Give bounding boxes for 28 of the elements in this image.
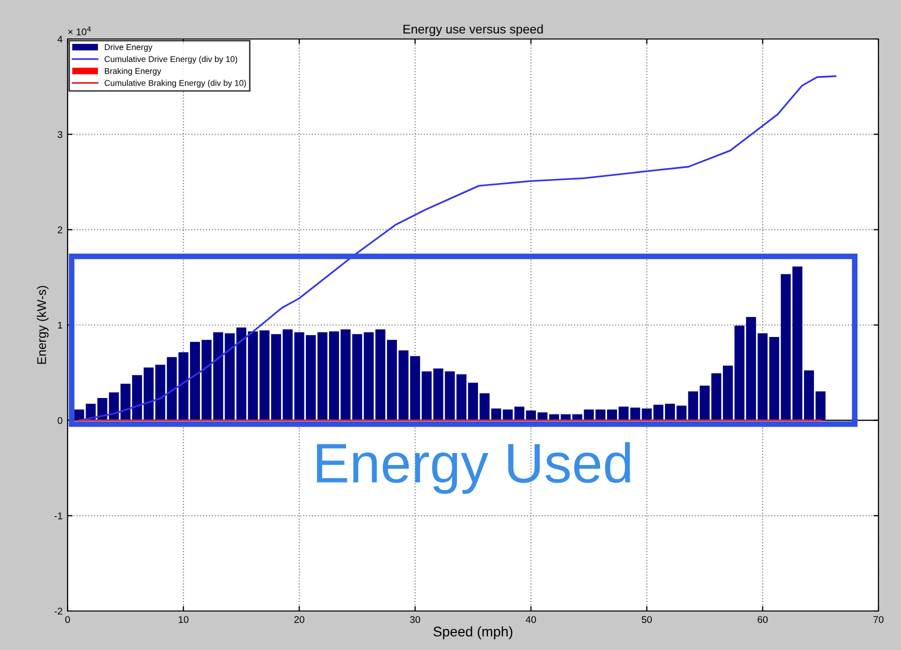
bar: [155, 364, 166, 421]
bar: [224, 333, 235, 421]
x-tick-label: 40: [526, 616, 536, 623]
x-axis-title: Speed (mph): [434, 626, 512, 640]
legend-label: Braking Energy: [104, 68, 162, 76]
x-tick-label: 20: [294, 616, 304, 623]
y-tick-label: 4: [58, 36, 62, 43]
y-axis-title: Energy (kW-s): [36, 286, 49, 364]
x-tick-label: 60: [758, 616, 768, 623]
x-tick-label: 50: [642, 616, 652, 623]
y-tick-label: -2: [54, 608, 62, 615]
y-tick-label: 0: [58, 417, 62, 424]
annotation: Energy Used: [317, 442, 630, 494]
y-tick-label: 1: [58, 322, 62, 329]
bar: [364, 332, 374, 421]
legend-label: Cumulative Drive Energy (div by 10): [104, 56, 238, 64]
x-tick-label: 0: [65, 616, 70, 623]
x-tick-label: 30: [410, 616, 420, 623]
legend-label: Drive Energy: [104, 44, 152, 52]
x-tick-label: 70: [874, 616, 884, 623]
x-tick-label: 10: [178, 616, 188, 623]
bar: [294, 332, 304, 421]
legend-label: Cumulative Braking Energy (div by 10): [104, 80, 246, 88]
y-tick-label: -1: [54, 512, 62, 520]
y-tick-label: 3: [58, 131, 62, 138]
chart-title: Energy use versus speed: [404, 24, 543, 36]
text: × 10$^{4}$: [68, 26, 91, 36]
y-tick-label: 2: [58, 226, 62, 234]
